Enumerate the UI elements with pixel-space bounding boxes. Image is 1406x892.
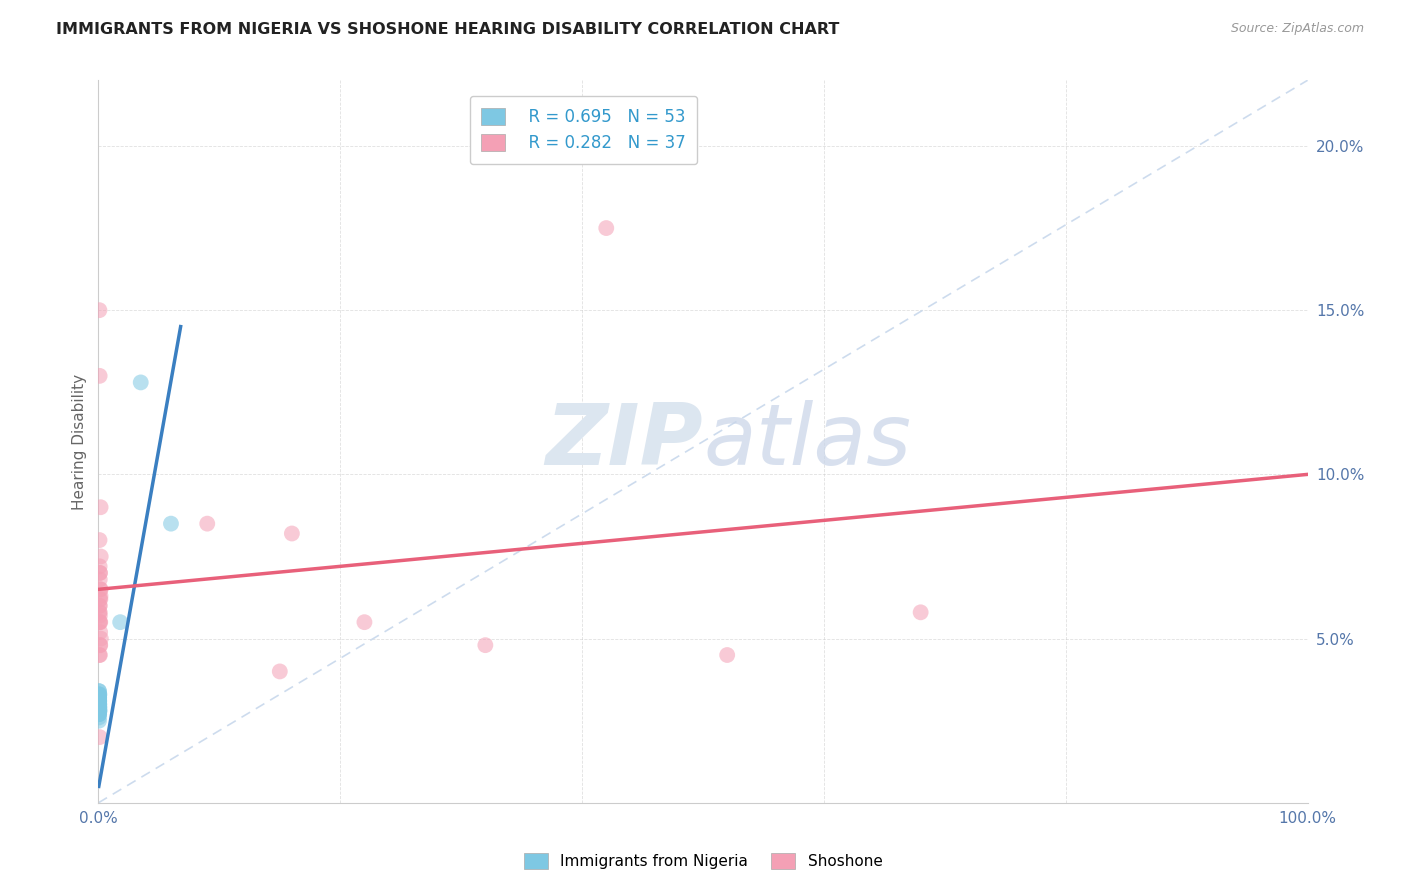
Point (87, 690, 110, 705)
Point (595, 221, 617, 235)
Point (87, 694, 110, 708)
Point (89, 303, 111, 318)
Point (87, 700, 110, 714)
Point (87, 684, 110, 698)
Point (89, 694, 111, 708)
Point (89, 690, 111, 705)
Text: ZIP: ZIP (546, 400, 703, 483)
Point (89, 573, 111, 587)
Legend: Immigrants from Nigeria, Shoshone: Immigrants from Nigeria, Shoshone (517, 847, 889, 875)
Point (89, 700, 111, 714)
Point (129, 376, 152, 390)
Point (89, 566, 111, 580)
Legend:   R = 0.695   N = 53,   R = 0.282   N = 37: R = 0.695 N = 53, R = 0.282 N = 37 (470, 95, 697, 164)
Point (90, 582, 112, 597)
Point (89, 638, 111, 652)
Point (89, 638, 111, 652)
Point (90, 632, 112, 646)
Point (281, 526, 304, 541)
Point (89, 687, 111, 701)
Point (89, 605, 111, 619)
Point (89, 648, 111, 662)
Point (87, 687, 110, 701)
Text: atlas: atlas (703, 400, 911, 483)
Point (87, 704, 110, 718)
Point (87, 710, 110, 724)
Point (269, 665, 291, 679)
Point (89, 698, 111, 712)
Point (89, 648, 111, 662)
Point (87, 698, 110, 712)
Point (90, 500, 112, 515)
Point (87, 690, 110, 705)
Point (108, 615, 131, 630)
Point (87, 698, 110, 712)
Y-axis label: Hearing Disability: Hearing Disability (72, 374, 87, 509)
Point (87, 700, 110, 714)
Point (89, 698, 111, 712)
Point (87, 694, 110, 708)
Point (89, 707, 111, 722)
Point (87, 700, 110, 714)
Point (353, 615, 375, 630)
Point (89, 700, 111, 714)
Point (87, 698, 110, 712)
Point (89, 704, 111, 718)
Point (89, 704, 111, 718)
Point (89, 599, 111, 613)
Point (195, 516, 218, 531)
Point (160, 516, 183, 531)
Point (89, 625, 111, 640)
Point (87, 694, 110, 708)
Point (89, 615, 111, 630)
Point (87, 694, 110, 708)
Point (87, 704, 110, 718)
Point (87, 714, 110, 728)
Point (89, 368, 111, 383)
Point (89, 690, 111, 705)
Point (89, 582, 111, 597)
Point (89, 707, 111, 722)
Point (89, 615, 111, 630)
Point (474, 638, 496, 652)
Point (87, 698, 110, 712)
Point (89, 608, 111, 623)
Point (87, 694, 110, 708)
Point (87, 690, 110, 705)
Point (89, 566, 111, 580)
Point (89, 730, 111, 744)
Point (87, 700, 110, 714)
Text: IMMIGRANTS FROM NIGERIA VS SHOSHONE HEARING DISABILITY CORRELATION CHART: IMMIGRANTS FROM NIGERIA VS SHOSHONE HEAR… (56, 22, 839, 37)
Point (87, 700, 110, 714)
Point (87, 694, 110, 708)
Point (89, 698, 111, 712)
Point (89, 694, 111, 708)
Point (89, 605, 111, 619)
Point (89, 704, 111, 718)
Point (89, 698, 111, 712)
Point (87, 684, 110, 698)
Point (89, 599, 111, 613)
Point (89, 615, 111, 630)
Point (87, 690, 110, 705)
Point (910, 605, 932, 619)
Point (89, 559, 111, 574)
Point (87, 704, 110, 718)
Point (89, 698, 111, 712)
Point (87, 690, 110, 705)
Point (89, 687, 111, 701)
Point (89, 592, 111, 607)
Point (87, 707, 110, 722)
Point (87, 698, 110, 712)
Point (89, 704, 111, 718)
Point (89, 592, 111, 607)
Point (716, 648, 738, 662)
Point (87, 704, 110, 718)
Point (89, 589, 111, 603)
Point (89, 533, 111, 547)
Point (90, 549, 112, 564)
Text: Source: ZipAtlas.com: Source: ZipAtlas.com (1230, 22, 1364, 36)
